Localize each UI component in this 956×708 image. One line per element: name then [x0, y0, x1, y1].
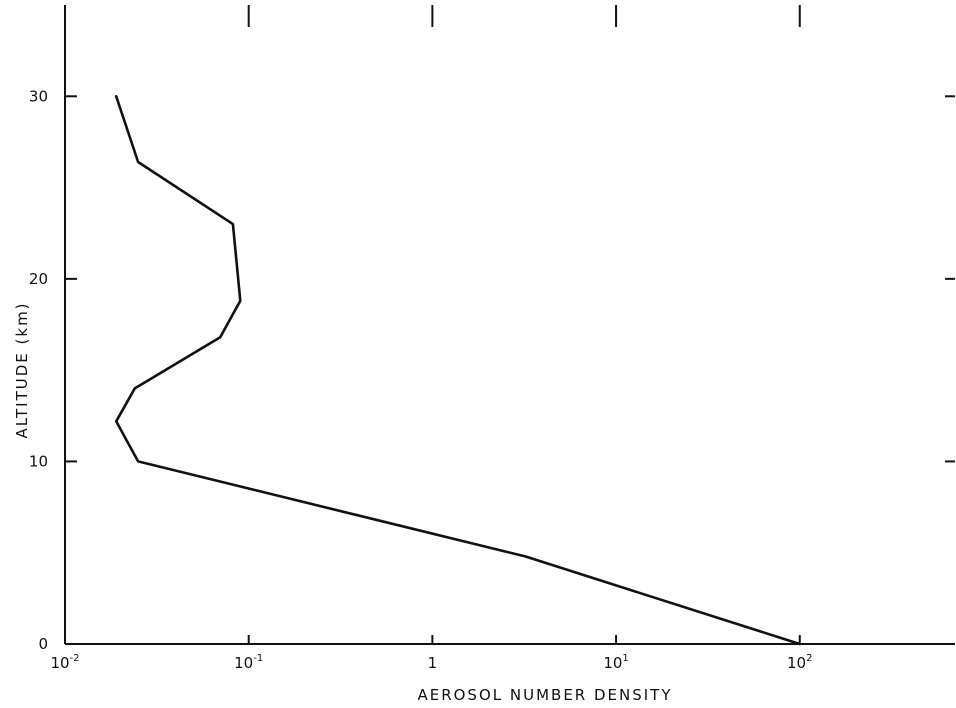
x-tick-label: 10-2 — [50, 653, 79, 672]
y-tick-label: 30 — [29, 87, 48, 105]
y-axis-ticks: 0 10 20 30 — [29, 87, 955, 653]
x-tick-label: 101 — [603, 653, 628, 672]
plot-frame — [64, 5, 955, 645]
y-tick-label: 20 — [29, 270, 48, 288]
series-line — [114, 95, 802, 646]
y-tick-label: 0 — [38, 635, 48, 653]
y-axis-label: ALTITUDE (km) — [13, 301, 31, 438]
x-axis-label: AEROSOL NUMBER DENSITY — [417, 686, 672, 704]
y-tick-label: 10 — [29, 452, 48, 470]
x-tick-label: 1 — [428, 654, 438, 672]
x-tick-label: 102 — [787, 653, 812, 672]
series-group — [114, 95, 802, 646]
x-axis-ticks: 10-2 10-1 1 101 102 — [50, 5, 812, 672]
x-tick-label: 10-1 — [234, 653, 263, 672]
